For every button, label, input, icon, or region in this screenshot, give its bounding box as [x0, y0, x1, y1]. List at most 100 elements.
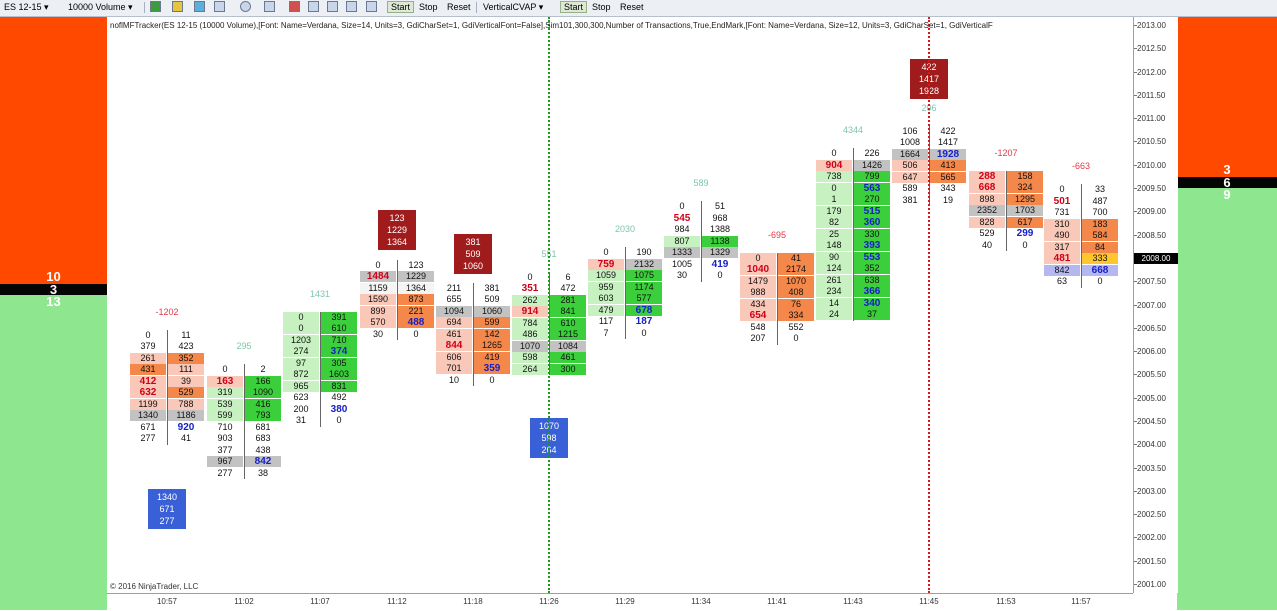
footprint-bid-cell: 1040 [740, 264, 776, 275]
indicator-selector[interactable]: VerticalCVAP ▾ [483, 2, 544, 12]
footprint-bid-cell: 1333 [664, 247, 700, 258]
footprint-post-cell: 277 [217, 467, 233, 478]
pen-icon[interactable] [194, 1, 205, 14]
footprint-pre-cell: 472 [560, 283, 576, 293]
footprint-ask-cell: 1603 [321, 369, 357, 380]
footprint-bid-cell: 904 [816, 159, 852, 171]
footprint-post-cell: 671 [140, 421, 156, 432]
price-tick-label: 2004.50 [1137, 416, 1166, 426]
left-bottom-value: 13 [46, 294, 61, 309]
footprint-bid-cell: 0 [816, 182, 852, 194]
footprint-chart-area[interactable]: -1202 0 11 379 423 261 352 431 111 412 39 632 529 119… [107, 17, 1133, 593]
footprint-pre-cell: 351 [521, 283, 539, 294]
footprint-post-cell: 277 [140, 433, 156, 443]
bar-delta-label: -1202 [155, 306, 179, 317]
footprint-ask-cell: 610 [550, 317, 586, 329]
footprint-bid-cell: 124 [816, 263, 852, 274]
footprint-ask-cell: 360 [854, 217, 890, 228]
start-button-2[interactable]: Start [560, 1, 588, 14]
footprint-bid-cell: 431 [130, 364, 166, 375]
time-axis[interactable]: 10:57 11:02 11:07 11:12 11:18 11:26 11:29 11:34… [107, 593, 1133, 611]
footprint-post-cell: 0 [793, 333, 799, 343]
price-tick-label: 2006.00 [1137, 347, 1166, 357]
footprint-bid-cell: 264 [512, 363, 548, 375]
chart-style-icon[interactable] [150, 1, 161, 14]
draw-tool-icon[interactable] [172, 1, 183, 14]
footprint-post-cell: 492 [331, 392, 347, 402]
footprint-ask-cell: 221 [398, 305, 434, 317]
price-tick-label: 2003.00 [1137, 486, 1166, 496]
footprint-bid-cell: 603 [588, 293, 624, 304]
stop-button-1[interactable]: Stop [419, 2, 438, 12]
save-icon[interactable] [366, 1, 377, 14]
price-tick-label: 2005.50 [1137, 370, 1166, 380]
price-tick-label: 2011.00 [1137, 114, 1166, 124]
time-tick-label: 11:07 [310, 597, 330, 606]
footprint-bid-cell: 598 [512, 352, 548, 363]
footprint-ask-cell: 1075 [626, 270, 662, 281]
properties-icon[interactable] [346, 1, 357, 14]
price-tick-mark [1134, 118, 1137, 120]
footprint-bid-cell: 899 [360, 305, 396, 317]
footprint-post-cell: 967 [207, 456, 243, 467]
crosshair-icon[interactable] [240, 1, 251, 14]
footprint-post-cell: 552 [788, 321, 804, 332]
footprint-ask-cell: 515 [854, 205, 890, 217]
footprint-pre-cell: 6 [565, 271, 571, 282]
footprint-ask-cell: 1364 [398, 282, 434, 294]
footprint-post-cell: 380 [330, 403, 348, 415]
price-tick-label: 2007.00 [1137, 300, 1166, 310]
footprint-bid-cell: 179 [816, 205, 852, 217]
footprint-bid-cell: 1059 [588, 270, 624, 281]
footprint-pre-cell: 509 [484, 294, 500, 304]
stop-button-2[interactable]: Stop [592, 2, 611, 12]
indicators-icon[interactable] [289, 1, 300, 14]
footprint-post-cell: 117 [598, 316, 614, 326]
price-tick-label: 2011.50 [1137, 90, 1166, 100]
price-tick-mark [1134, 94, 1137, 96]
footprint-post-cell: 419 [711, 258, 729, 270]
data-box-icon[interactable] [327, 1, 338, 14]
footprint-post-cell: 681 [255, 421, 271, 432]
footprint-post-cell: 529 [979, 228, 995, 238]
footprint-bid-cell: 1199 [130, 398, 166, 410]
footprint-bid-cell: 1340 [130, 410, 166, 421]
footprint-bid-cell: 898 [969, 193, 1005, 205]
reset-button-2[interactable]: Reset [620, 2, 644, 12]
strategies-icon[interactable] [308, 1, 319, 14]
footprint-post-cell: 438 [255, 444, 271, 455]
price-tick-mark [1134, 584, 1137, 585]
bar-center-line [1081, 184, 1082, 288]
zoom-icon[interactable] [214, 1, 225, 14]
footprint-bid-cell: 1590 [360, 294, 396, 305]
bar-center-line [777, 252, 778, 345]
footprint-post-cell: 381 [902, 194, 918, 205]
price-axis[interactable]: 2013.00 2012.50 2012.00 2011.50 2011.00 2010.… [1133, 17, 1178, 593]
price-tick-label: 2004.00 [1137, 440, 1166, 450]
footprint-pre-cell: 0 [222, 364, 228, 374]
footprint-bid-cell: 872 [283, 369, 319, 380]
footprint-post-cell: 710 [217, 421, 233, 432]
footprint-bid-cell: 694 [436, 317, 472, 328]
volume-box: 1340 671 277 [148, 489, 186, 529]
footprint-ask-cell: 76 [778, 298, 814, 310]
footprint-post-cell: 343 [940, 183, 956, 193]
footprint-bid-cell: 319 [207, 387, 243, 398]
interval-selector[interactable]: 10000 Volume ▾ [68, 2, 133, 12]
time-tick-label: 10:57 [156, 597, 178, 606]
footprint-pre-cell: 226 [864, 148, 880, 158]
footprint-post-cell: 683 [255, 433, 271, 443]
price-tick-label: 2012.50 [1137, 44, 1166, 54]
reset-button-1[interactable]: Reset [447, 2, 471, 12]
current-price-marker: 2008.00 [1134, 252, 1178, 264]
search-icon[interactable] [264, 1, 275, 14]
footprint-ask-cell: 584 [1082, 230, 1118, 241]
instrument-selector[interactable]: ES 12-15 ▾ [4, 2, 49, 12]
footprint-bid-cell: 434 [740, 298, 776, 310]
footprint-post-cell: 40 [981, 239, 992, 250]
right-black-bar [1177, 177, 1277, 188]
footprint-ask-cell: 270 [854, 194, 890, 205]
right-top-value: 3 [1223, 162, 1231, 177]
start-button-1[interactable]: Start [387, 1, 415, 14]
volume-box-value: 1340 [156, 492, 178, 502]
